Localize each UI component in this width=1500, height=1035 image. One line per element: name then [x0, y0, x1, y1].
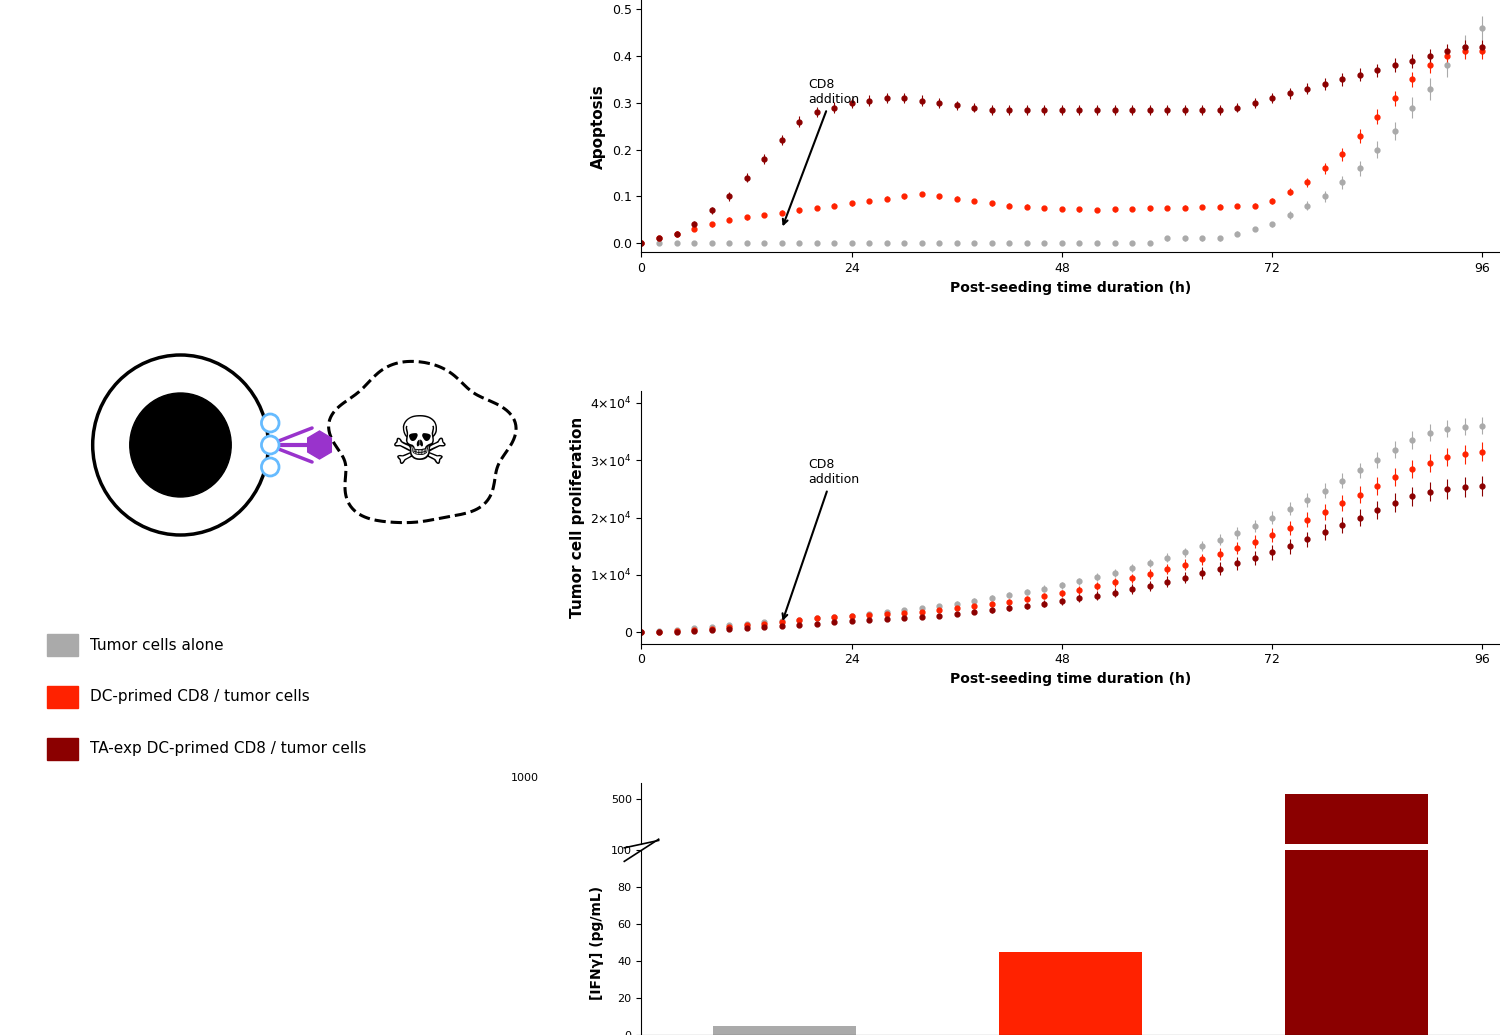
- Y-axis label: Tumor cell proliferation: Tumor cell proliferation: [570, 417, 585, 618]
- Text: CD8
addition: CD8 addition: [783, 78, 859, 225]
- Circle shape: [130, 393, 231, 497]
- Bar: [999, 851, 1143, 855]
- Circle shape: [93, 355, 268, 535]
- Bar: [46, 738, 78, 760]
- Polygon shape: [308, 431, 332, 459]
- Text: ☠: ☠: [390, 412, 450, 478]
- Text: Tumor cells alone: Tumor cells alone: [90, 638, 224, 652]
- Text: CD8
addition: CD8 addition: [783, 459, 859, 619]
- Bar: [1286, 19, 1428, 1035]
- Text: TA-exp DC-primed CD8 / tumor cells: TA-exp DC-primed CD8 / tumor cells: [90, 741, 366, 757]
- Bar: [999, 952, 1143, 1035]
- X-axis label: Post-seeding time duration (h): Post-seeding time duration (h): [950, 280, 1191, 295]
- Bar: [46, 634, 78, 656]
- Circle shape: [261, 414, 279, 432]
- Bar: [46, 686, 78, 708]
- Circle shape: [261, 436, 279, 454]
- Y-axis label: [IFNγ] (pg/mL): [IFNγ] (pg/mL): [590, 886, 604, 1000]
- Bar: [712, 1026, 856, 1035]
- Bar: [1286, 794, 1428, 855]
- Text: 1000: 1000: [510, 772, 538, 782]
- Text: DC-primed CD8 / tumor cells: DC-primed CD8 / tumor cells: [90, 689, 309, 705]
- X-axis label: Post-seeding time duration (h): Post-seeding time duration (h): [950, 672, 1191, 686]
- Circle shape: [261, 459, 279, 476]
- Y-axis label: Apoptosis: Apoptosis: [591, 84, 606, 169]
